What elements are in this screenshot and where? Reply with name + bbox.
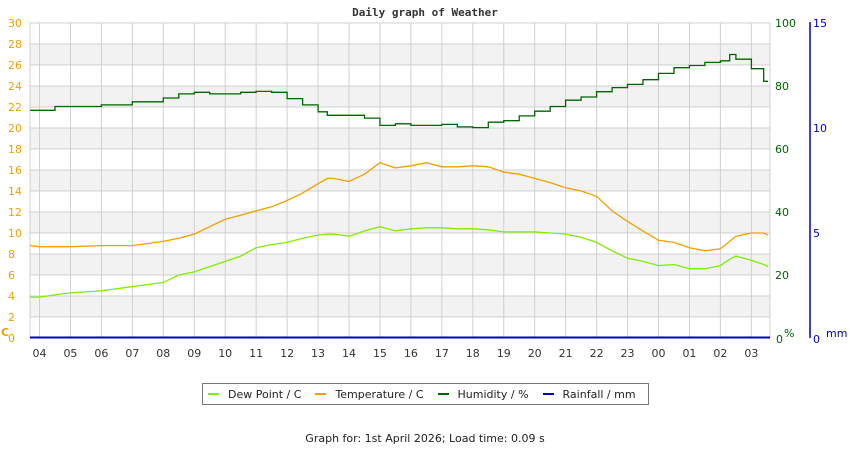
temperature-line [30,161,769,252]
x-tick-label: 06 [94,347,108,360]
band [30,212,770,233]
y-tick-label: 6 [8,269,15,282]
x-tick-label: 00 [652,347,666,360]
rainfall-axis: 0 5 10 15 mm [809,17,847,346]
y-tick-label: 4 [8,290,15,303]
x-tick-label: 03 [744,347,758,360]
band [30,128,770,149]
y-tick-label: 22 [8,101,22,114]
x-tick-label: 09 [187,347,201,360]
legend-label: Rainfall / mm [562,387,636,401]
legend-swatch-icon [437,393,449,395]
y-tick-label: 26 [8,59,22,72]
legend-item: Rainfall / mm [542,387,636,401]
y-tick-label: 16 [8,164,22,177]
x-tick-label: 21 [559,347,573,360]
legend: Dew Point / C Temperature / C Humidity / %… [202,383,649,405]
humidity-tick-label: 60 [775,143,789,156]
y-tick-label: 14 [8,185,22,198]
temperature-unit-label: C [1,326,9,339]
x-tick-label: 05 [63,347,77,360]
x-tick-label: 20 [528,347,542,360]
band [30,44,770,65]
legend-item: Humidity / % [437,387,529,401]
band [30,170,770,191]
rainfall-tick-label: 10 [813,122,827,135]
x-tick-label: 13 [311,347,325,360]
y-tick-label: 18 [8,143,22,156]
humidity-line [30,53,768,129]
humidity-tick-label: 80 [775,80,789,93]
x-tick-label: 08 [156,347,170,360]
legend-label: Humidity / % [457,387,529,401]
y-tick-label: 8 [8,248,15,261]
y-tick-label: 30 [8,17,22,30]
y-tick-label: 10 [8,227,22,240]
humidity-axis: 0 20 40 60 80 100% [775,17,796,346]
legend-label: Temperature / C [335,387,424,401]
x-tick-label: 17 [435,347,449,360]
vertical-gridlines [39,23,752,338]
y-tick-label: 2 [8,311,15,324]
y-tick-label: 20 [8,122,22,135]
x-tick-label: 01 [682,347,696,360]
chart-title: Daily graph of Weather [352,6,498,19]
x-tick-label: 18 [466,347,480,360]
legend-swatch-icon [208,393,219,395]
band [30,86,770,107]
x-tick-label: 02 [713,347,727,360]
time-axis: 04 05 06 07 08 09 10 11 12 13 14 15 16 17 18 19 20 21 22 23… [33,347,759,360]
x-tick-label: 11 [249,347,263,360]
x-tick-label: 19 [497,347,511,360]
dew-line [30,226,769,298]
humidity-unit-label: % [784,327,794,340]
x-tick-label: 07 [125,347,139,360]
rainfall-tick-label: 15 [813,17,827,30]
footer-status: Graph for: 1st April 2026; Load time: 0.… [305,432,545,445]
y-tick-label: 0 [8,332,15,345]
plot-bands [30,44,770,317]
x-tick-label: 23 [621,347,635,360]
legend-item: Temperature / C [315,387,424,401]
band [30,296,770,317]
x-tick-label: 15 [373,347,387,360]
x-tick-label: 16 [404,347,418,360]
legend-swatch-icon [315,393,327,395]
legend-item: Dew Point / C [208,388,301,401]
y-tick-label: 12 [8,206,22,219]
y-tick-label: 28 [8,38,22,51]
y-tick-label: 24 [8,80,22,93]
legend-swatch-icon [542,393,554,395]
humidity-tick-label: 100 [775,17,796,30]
x-tick-label: 04 [33,347,47,360]
x-tick-label: 14 [342,347,356,360]
rainfall-unit-label: mm [826,327,847,340]
rainfall-tick-label: 5 [813,227,820,240]
legend-label: Dew Point / C [228,387,302,401]
x-tick-label: 22 [590,347,604,360]
x-tick-label: 12 [280,347,294,360]
x-tick-label: 10 [218,347,232,360]
data-series [30,53,770,339]
rainfall-tick-label: 0 [813,333,820,346]
band [30,254,770,275]
humidity-tick-label: 0 [776,333,783,346]
humidity-tick-label: 40 [775,206,789,219]
humidity-tick-label: 20 [775,269,789,282]
